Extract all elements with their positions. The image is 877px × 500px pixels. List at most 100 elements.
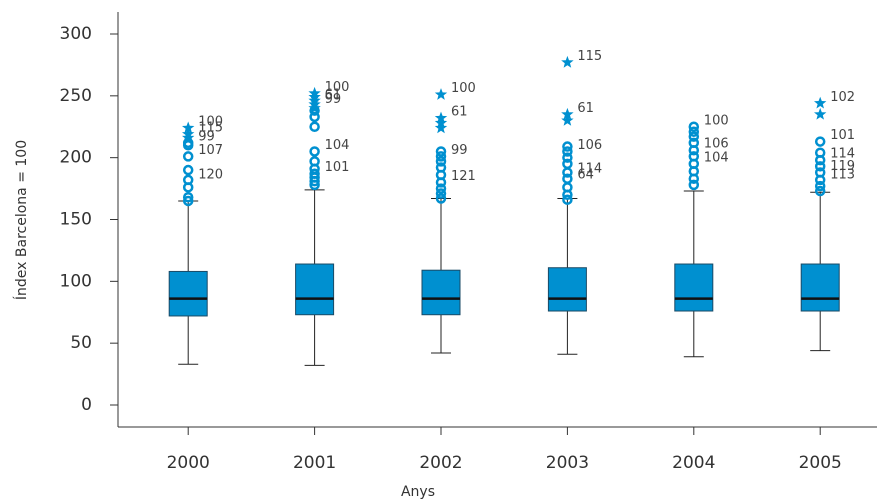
annotation: 64	[577, 168, 594, 183]
outlier	[435, 183, 447, 194]
annotation: 100	[198, 114, 223, 129]
extreme	[182, 121, 195, 134]
extreme	[561, 55, 574, 68]
outlier	[182, 191, 194, 203]
y-tick-label: 150	[60, 210, 92, 230]
outlier	[182, 174, 194, 186]
annotation: 106	[704, 137, 729, 152]
annotation: 100	[325, 80, 350, 95]
outlier	[562, 182, 573, 193]
x-tick-label: 2000	[167, 453, 210, 473]
y-tick-label: 100	[60, 271, 92, 291]
annotation: 61	[451, 105, 468, 120]
annotation: 99	[451, 143, 468, 158]
x-axis-label: Anys	[401, 484, 435, 500]
annotation: 114	[577, 161, 602, 176]
extreme	[308, 101, 321, 114]
annotation: 119	[830, 159, 855, 174]
y-tick-label: 300	[60, 24, 92, 44]
outlier	[688, 137, 700, 149]
outlier	[435, 162, 447, 173]
outlier	[562, 167, 573, 178]
outlier	[435, 146, 447, 157]
outlier	[688, 179, 700, 191]
box	[421, 269, 461, 316]
annotation: 107	[198, 143, 223, 158]
y-axis-label: Índex Barcelona = 100	[13, 140, 30, 300]
extreme	[434, 111, 448, 124]
outlier	[435, 151, 447, 162]
annotation: 114	[830, 147, 855, 162]
box	[295, 263, 335, 316]
annotation: 121	[451, 169, 476, 184]
y-tick-label: 50	[70, 333, 92, 353]
annotation: 101	[830, 128, 855, 143]
x-tick-label: 2001	[293, 453, 336, 473]
annotation: 99	[325, 92, 342, 107]
x-tick-label: 2005	[799, 453, 842, 473]
extreme	[561, 107, 574, 120]
extreme	[434, 116, 448, 129]
box	[168, 270, 208, 317]
outlier	[435, 193, 447, 204]
outlier	[562, 141, 573, 152]
outlier	[182, 195, 194, 207]
extreme	[308, 94, 321, 106]
extreme	[182, 131, 195, 144]
outlier	[814, 147, 826, 158]
outlier	[688, 151, 700, 162]
extreme	[814, 107, 827, 120]
annotation: 104	[704, 150, 729, 165]
outlier	[309, 168, 320, 179]
outlier	[435, 156, 447, 167]
x-tick-label: 2002	[419, 453, 462, 473]
outlier	[182, 151, 194, 162]
extreme	[308, 90, 321, 103]
outlier	[562, 146, 573, 157]
outlier	[309, 121, 320, 132]
extreme	[814, 96, 827, 109]
extreme	[434, 121, 448, 134]
annotation: 101	[325, 160, 350, 175]
x-tick-label: 2003	[546, 453, 589, 473]
extreme	[182, 127, 195, 140]
box	[674, 263, 714, 312]
outlier	[309, 146, 320, 157]
y-tick-label: 200	[60, 148, 92, 168]
y-tick-label: 0	[81, 395, 92, 415]
outlier	[688, 131, 700, 142]
annotation: 100	[704, 113, 729, 128]
outlier	[182, 164, 194, 176]
box	[800, 263, 840, 312]
outlier	[814, 161, 826, 172]
annotation: 113	[830, 168, 855, 183]
annotation: 61	[577, 101, 594, 116]
annotation: 99	[198, 129, 215, 144]
x-tick-label: 2004	[672, 453, 715, 473]
annotation: 115	[577, 49, 602, 64]
annotation: 115	[198, 121, 223, 136]
box	[547, 267, 587, 312]
outlier	[814, 136, 826, 147]
outlier	[814, 167, 826, 178]
extreme	[561, 114, 574, 126]
annotation: 106	[577, 138, 602, 153]
extreme	[434, 88, 448, 100]
annotation: 100	[451, 81, 476, 96]
outlier	[309, 111, 320, 123]
annotation: 102	[830, 90, 855, 105]
outlier	[814, 180, 826, 192]
outlier	[688, 121, 700, 132]
y-tick-label: 250	[60, 86, 92, 106]
extreme	[308, 98, 321, 110]
outlier	[562, 158, 573, 170]
outlier	[562, 173, 573, 184]
annotation: 61	[325, 87, 342, 102]
annotation: 120	[198, 168, 223, 183]
extreme	[308, 86, 321, 99]
outlier	[814, 185, 826, 197]
outlier	[309, 156, 320, 167]
annotation: 104	[325, 138, 350, 153]
outlier	[688, 126, 700, 137]
